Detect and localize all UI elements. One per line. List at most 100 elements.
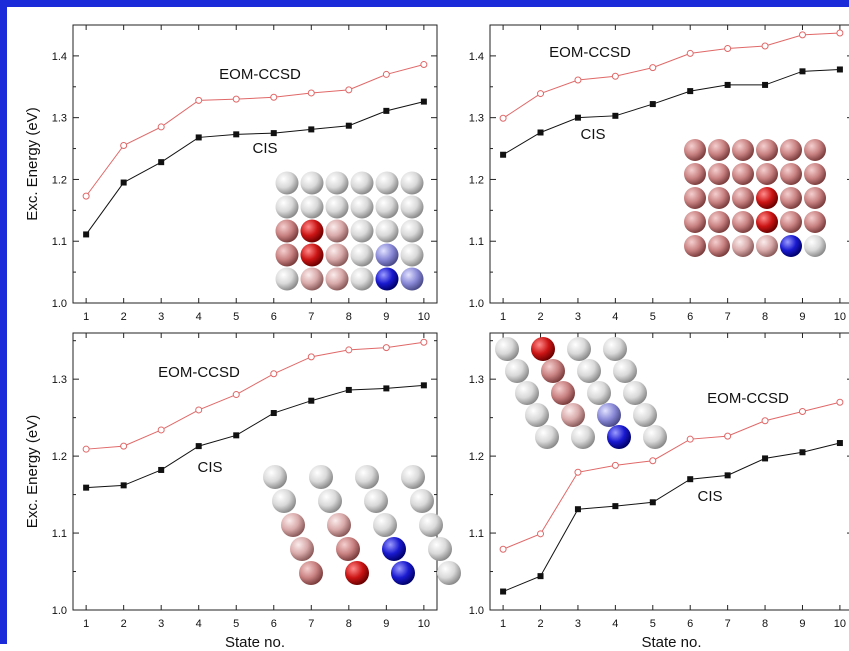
data-point-cis xyxy=(345,386,352,393)
sphere-white xyxy=(400,219,424,243)
data-point-cis xyxy=(762,81,769,88)
sphere-white xyxy=(419,513,443,537)
sphere-rose xyxy=(684,163,706,185)
series-label-eom-ccsd: EOM-CCSD xyxy=(219,66,301,83)
sphere-red xyxy=(300,243,324,267)
sphere-white xyxy=(428,537,452,561)
x-tick-label: 2 xyxy=(121,311,127,323)
data-point-eom-ccsd xyxy=(270,370,278,378)
x-tick-label: 5 xyxy=(233,618,239,630)
sphere-white xyxy=(400,243,424,267)
data-point-cis xyxy=(158,159,165,166)
data-point-cis xyxy=(83,231,90,238)
sphere-blue xyxy=(391,561,415,585)
series-line-cis xyxy=(86,384,424,489)
sphere-rose xyxy=(804,163,826,185)
data-point-eom-ccsd xyxy=(537,530,545,538)
data-point-cis xyxy=(612,112,619,119)
y-axis-label: Exc. Energy (eV) xyxy=(24,415,41,528)
sphere-pink xyxy=(290,537,314,561)
x-tick-label: 4 xyxy=(612,618,618,630)
sphere-white xyxy=(525,403,549,427)
sphere-rose xyxy=(780,163,802,185)
sphere-rose xyxy=(684,211,706,233)
plot-area-frame xyxy=(72,332,438,611)
x-tick-label: 4 xyxy=(612,311,618,323)
data-point-cis xyxy=(649,101,656,108)
data-point-eom-ccsd xyxy=(82,192,90,200)
y-tick-label: 1.0 xyxy=(52,298,67,310)
sphere-rose xyxy=(684,187,706,209)
sphere-rose xyxy=(275,219,299,243)
chart-panel-top-right: 1 2 3 4 5 6 7 8 9 10 1.0 1.1 1.2 1.3 1.4 EOM-CCSD CIS xyxy=(469,24,849,323)
x-tick-label: 5 xyxy=(650,618,656,630)
sphere-white xyxy=(300,195,324,219)
sphere-pink xyxy=(300,267,324,291)
data-point-cis xyxy=(574,506,581,513)
data-point-cis xyxy=(233,131,240,138)
data-point-eom-ccsd xyxy=(649,64,657,72)
data-point-eom-ccsd xyxy=(798,407,806,415)
data-point-eom-ccsd xyxy=(270,93,278,101)
sphere-white xyxy=(633,403,657,427)
sphere-pink xyxy=(325,243,349,267)
y-tick-label: 1.2 xyxy=(469,451,484,463)
x-tick-label: 6 xyxy=(271,618,277,630)
data-point-eom-ccsd xyxy=(836,398,844,406)
x-tick-label: 10 xyxy=(418,311,430,323)
x-tick-label: 1 xyxy=(83,618,89,630)
data-point-eom-ccsd xyxy=(611,72,619,80)
sphere-white xyxy=(437,561,461,585)
x-tick-label: 4 xyxy=(196,311,202,323)
sphere-rose xyxy=(756,163,778,185)
inset-sphere-grid-flat-2 xyxy=(684,139,826,257)
sphere-rose xyxy=(780,211,802,233)
y-tick-label: 1.1 xyxy=(469,236,484,248)
sphere-white xyxy=(272,489,296,513)
inset-sphere-grid-perspective-2 xyxy=(495,337,667,449)
sphere-rose xyxy=(684,139,706,161)
data-point-eom-ccsd xyxy=(724,432,732,440)
sphere-rose xyxy=(804,187,826,209)
series-label-eom-ccsd: EOM-CCSD xyxy=(158,364,240,381)
sphere-rose xyxy=(708,211,730,233)
sphere-rose xyxy=(708,163,730,185)
y-tick-label: 1.4 xyxy=(52,51,67,63)
figure-svg: 1 2 3 4 5 6 7 8 9 10 1.0 1.1 1.2 1.3 1.4 Exc. Energy (e… xyxy=(24,24,849,651)
sphere-rose xyxy=(299,561,323,585)
y-tick-label: 1.1 xyxy=(52,528,67,540)
y-tick-label: 1.0 xyxy=(52,605,67,617)
x-tick-label: 3 xyxy=(158,618,164,630)
x-tick-label: 8 xyxy=(762,311,768,323)
x-tick-label: 8 xyxy=(762,618,768,630)
series-label-cis: CIS xyxy=(697,488,722,505)
data-point-cis xyxy=(383,107,390,114)
sphere-pink xyxy=(732,235,754,257)
data-point-cis xyxy=(724,81,731,88)
data-point-cis xyxy=(612,503,619,510)
data-point-eom-ccsd xyxy=(82,445,90,453)
chart-panel-bottom-left: 1 2 3 4 5 6 7 8 9 10 1.0 1.1 1.2 1.3 Exc. Energy (eV) S… xyxy=(24,332,461,651)
data-point-eom-ccsd xyxy=(120,141,128,149)
sphere-pink xyxy=(325,219,349,243)
sphere-pink xyxy=(281,513,305,537)
series-label-eom-ccsd: EOM-CCSD xyxy=(707,390,789,407)
x-axis-label: State no. xyxy=(225,634,285,651)
x-tick-label: 8 xyxy=(346,311,352,323)
sphere-white xyxy=(318,489,342,513)
data-point-eom-ccsd xyxy=(382,70,390,78)
data-point-eom-ccsd xyxy=(420,338,428,346)
sphere-blue xyxy=(375,267,399,291)
sphere-pink xyxy=(325,267,349,291)
data-point-eom-ccsd xyxy=(611,461,619,469)
sphere-rose xyxy=(708,187,730,209)
series-line-cis xyxy=(502,68,840,156)
x-tick-label: 3 xyxy=(575,311,581,323)
sphere-pink xyxy=(327,513,351,537)
sphere-red xyxy=(300,219,324,243)
sphere-white xyxy=(410,489,434,513)
data-point-eom-ccsd xyxy=(499,114,507,122)
y-tick-label: 1.2 xyxy=(52,174,67,186)
x-tick-label: 7 xyxy=(308,618,314,630)
x-tick-label: 9 xyxy=(799,618,805,630)
